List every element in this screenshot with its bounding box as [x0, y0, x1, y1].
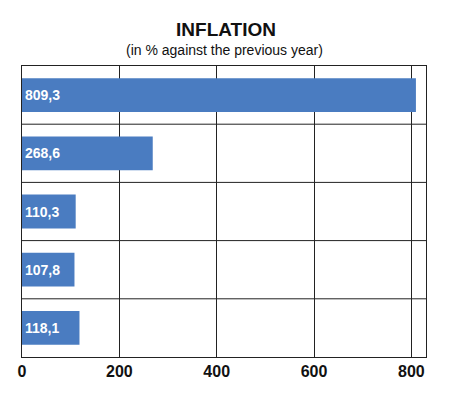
svg-text:0: 0	[18, 363, 27, 380]
svg-text:800: 800	[398, 363, 425, 380]
svg-text:110,3: 110,3	[25, 204, 59, 220]
svg-text:(in % against the previous yea: (in % against the previous year)	[126, 42, 323, 58]
svg-text:268,6: 268,6	[25, 145, 60, 161]
svg-text:118,1: 118,1	[25, 320, 59, 336]
svg-text:200: 200	[106, 363, 133, 380]
svg-text:809,3: 809,3	[25, 87, 60, 103]
svg-text:INFLATION: INFLATION	[176, 19, 276, 40]
svg-text:400: 400	[203, 363, 230, 380]
svg-text:107,8: 107,8	[25, 262, 60, 278]
svg-text:600: 600	[301, 363, 328, 380]
